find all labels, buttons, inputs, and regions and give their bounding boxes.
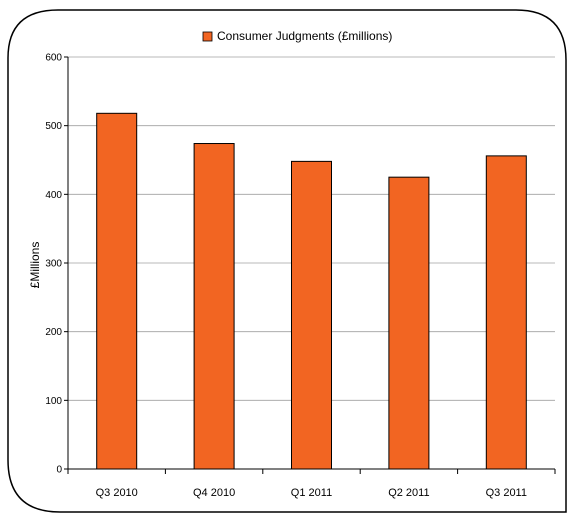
chart-frame bbox=[7, 9, 567, 513]
x-tick-label: Q4 2010 bbox=[193, 487, 235, 499]
y-tick-labels: 0 100 200 300 400 500 600 bbox=[45, 53, 62, 476]
x-tick-label: Q3 2011 bbox=[486, 487, 527, 499]
bar bbox=[96, 112, 138, 470]
axes bbox=[64, 56, 556, 474]
y-tick-label: 0 bbox=[56, 465, 62, 476]
y-tick-label: 500 bbox=[45, 121, 62, 132]
x-tick-labels: Q3 2010 Q4 2010 Q1 2011 Q2 2011 Q3 2011 bbox=[96, 487, 527, 499]
legend: Consumer Judgments (£millions) bbox=[202, 29, 392, 43]
legend-swatch bbox=[202, 31, 213, 42]
y-tick-label: 100 bbox=[45, 396, 62, 407]
y-tick-label: 200 bbox=[45, 327, 62, 338]
bar bbox=[388, 176, 430, 470]
bars bbox=[96, 112, 527, 470]
x-tick-label: Q2 2011 bbox=[388, 487, 429, 499]
y-tick-label: 600 bbox=[45, 53, 62, 64]
bar bbox=[291, 160, 332, 470]
y-axis-label: £Millions bbox=[28, 242, 42, 289]
x-tick-label: Q1 2011 bbox=[291, 487, 332, 499]
x-tick-label: Q3 2010 bbox=[96, 487, 138, 499]
bar bbox=[485, 155, 527, 470]
y-tick-label: 300 bbox=[45, 259, 62, 270]
bar bbox=[193, 143, 235, 470]
legend-label: Consumer Judgments (£millions) bbox=[217, 29, 392, 43]
y-tick-label: 400 bbox=[45, 190, 62, 201]
